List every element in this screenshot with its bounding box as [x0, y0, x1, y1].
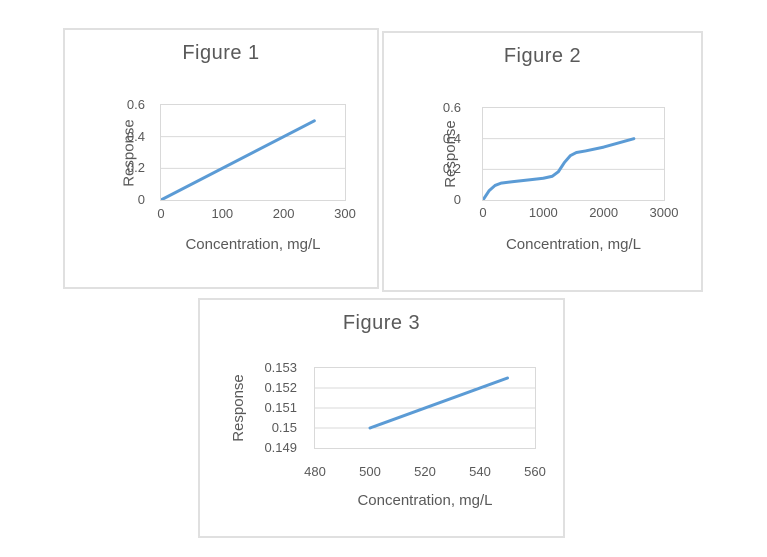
figure-2-plot-area [482, 107, 665, 201]
figure-3-title: Figure 3 [342, 312, 421, 334]
y-tick-label: 0 [137, 192, 145, 207]
figure-3-series-line [368, 376, 509, 430]
x-tick-label: 0 [157, 206, 165, 221]
figure-2-title: Figure 2 [503, 45, 582, 67]
x-tick-label: 560 [524, 464, 546, 479]
y-tick-label: 0.153 [264, 360, 297, 375]
y-tick-label: 0.15 [271, 420, 297, 435]
x-tick-label: 500 [359, 464, 381, 479]
figure-1-plot-area [160, 104, 346, 201]
y-tick-label: 0.6 [126, 97, 145, 112]
figure-1-y-axis-title: Response [120, 118, 137, 187]
x-tick-label: 300 [334, 206, 356, 221]
y-tick-label: 0.2 [126, 160, 145, 176]
figure-1-canvas [161, 119, 345, 200]
x-tick-label: 200 [272, 206, 295, 221]
figure-2-x-axis-title: Concentration, mg/L [505, 236, 642, 253]
y-tick-label: 0.152 [264, 380, 297, 395]
y-tick-label: 0.151 [264, 400, 297, 415]
figure-3-plot-area [314, 367, 536, 449]
y-tick-label: 0.4 [442, 130, 461, 146]
x-tick-label: 480 [304, 464, 326, 479]
y-tick-label: 0 [453, 192, 461, 207]
y-tick-label: 0.149 [264, 440, 297, 455]
x-tick-label: 2000 [589, 205, 619, 220]
figure-3-canvas [315, 376, 535, 430]
figure-1-series-line [161, 119, 316, 200]
x-tick-label: 1000 [528, 205, 558, 220]
y-tick-label: 0.6 [442, 100, 461, 115]
x-tick-label: 0 [479, 205, 487, 220]
figure-3-x-axis-title: Concentration, mg/L [357, 492, 493, 509]
figure-1-title: Figure 1 [182, 42, 260, 64]
figure-2-canvas [483, 137, 664, 200]
x-tick-label: 520 [414, 464, 436, 479]
y-tick-label: 0.2 [442, 161, 461, 177]
x-tick-label: 3000 [649, 205, 679, 220]
x-tick-label: 100 [211, 206, 234, 221]
figure-1-x-axis-title: Concentration, mg/L [185, 236, 321, 253]
y-tick-label: 0.4 [126, 128, 145, 144]
figure-3-chart: Figure 3 Response Concentration, mg/L 0.… [198, 298, 565, 538]
figure-2-y-axis-title: Response [442, 120, 459, 188]
figure-2-chart: Figure 2 Response Concentration, mg/L 0 0… [382, 31, 703, 292]
x-tick-label: 540 [469, 464, 491, 479]
figure-2-series-line [483, 137, 636, 200]
